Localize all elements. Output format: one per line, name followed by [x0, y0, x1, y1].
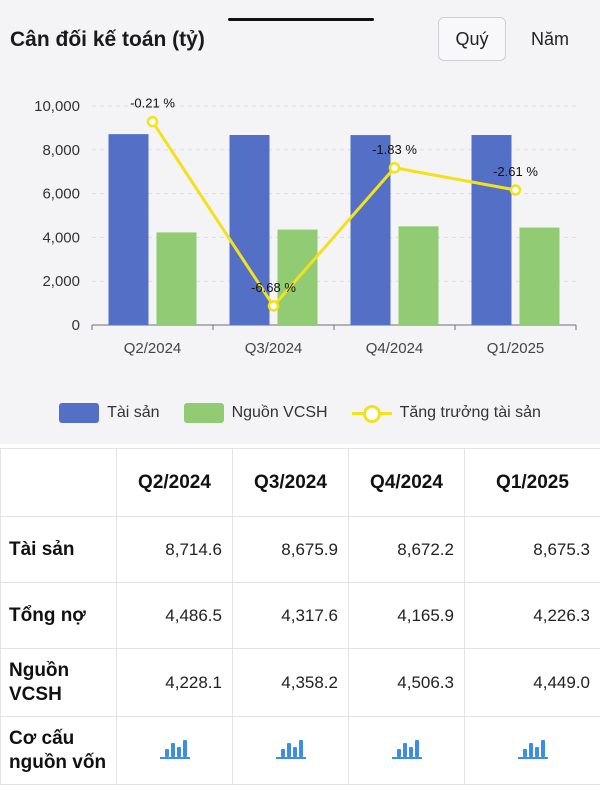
y-tick-label: 2,000: [42, 273, 80, 290]
bar-assets: [471, 135, 512, 325]
column-header: Q4/2024: [348, 448, 465, 517]
capital-structure-cell[interactable]: [232, 716, 349, 785]
table-cell: 8,714.6: [116, 516, 233, 583]
x-tick-label: Q4/2024: [366, 340, 424, 357]
capital-structure-cell[interactable]: [116, 716, 233, 785]
growth-point: [388, 162, 401, 174]
chart-svg: 0 2,000 4,000 6,000 8,000 10,000 Q2/2024 Q3/202…: [34, 96, 577, 357]
bar-assets: [108, 134, 149, 325]
bar-equity: [398, 226, 439, 325]
balance-table: Q2/2024 Q3/2024 Q4/2024 Q1/2025 Tài sản …: [0, 448, 600, 785]
growth-point: [509, 184, 522, 196]
table-row: Nguồn VCSH 4,228.1 4,358.2 4,506.3 4,449…: [0, 648, 600, 717]
capital-structure-cell[interactable]: [464, 716, 600, 785]
table-cell: 4,165.9: [348, 582, 465, 649]
balance-chart: 0 2,000 4,000 6,000 8,000 10,000 Q2/2024 Q3/202…: [0, 72, 600, 382]
bar-assets: [350, 135, 391, 325]
table-cell: 4,506.3: [348, 648, 465, 717]
table-header-row: Q2/2024 Q3/2024 Q4/2024 Q1/2025: [0, 448, 600, 517]
status-indicator: [228, 18, 374, 21]
table-cell: 4,317.6: [232, 582, 349, 649]
table-cell: 4,228.1: [116, 648, 233, 717]
table-cell: 4,449.0: [464, 648, 600, 717]
y-tick-label: 4,000: [42, 229, 80, 246]
bar-chart-icon[interactable]: [517, 737, 548, 759]
growth-data-label: -1.83 %: [372, 142, 417, 157]
tab-quarter[interactable]: Quý: [438, 17, 506, 61]
growth-data-label: -0.21 %: [130, 96, 175, 111]
row-label: Nguồn VCSH: [0, 648, 117, 717]
row-label-line: Nguồn: [9, 659, 70, 681]
growth-line: [151, 120, 516, 309]
table-cell: 8,672.2: [348, 516, 465, 583]
chart-legend: Tài sản Nguồn VCSH Tăng trưởng tài sản: [0, 382, 600, 444]
x-tick-label: Q2/2024: [124, 340, 182, 357]
legend-swatch-assets: [59, 403, 100, 423]
row-label: Tổng nợ: [0, 582, 117, 649]
table-row: Tổng nợ 4,486.5 4,317.6 4,165.9 4,226.3: [0, 582, 600, 649]
x-tick-label: Q3/2024: [245, 340, 303, 357]
growth-data-label: -6.68 %: [251, 280, 296, 295]
table-cell: 4,486.5: [116, 582, 233, 649]
y-tick-label: 0: [72, 317, 80, 334]
capital-structure-cell[interactable]: [348, 716, 465, 785]
table-cell: 4,358.2: [232, 648, 349, 717]
page-title: Cân đối kế toán (tỷ): [10, 28, 205, 51]
tab-year[interactable]: Năm: [530, 28, 569, 49]
legend-item-growth[interactable]: Tăng trưởng tài sản: [351, 403, 541, 423]
x-tick-label: Q1/2025: [487, 340, 545, 357]
table-cell: 8,675.3: [464, 516, 600, 583]
legend-label-growth: Tăng trưởng tài sản: [399, 404, 541, 421]
row-label: Cơ cấu nguồn vốn: [0, 716, 117, 785]
table-corner: [0, 448, 117, 517]
legend-label-equity: Nguồn VCSH: [231, 404, 328, 421]
bar-assets: [229, 134, 270, 325]
row-label: Tài sản: [0, 516, 117, 583]
bar-chart-icon[interactable]: [275, 737, 306, 759]
row-label-line: VCSH: [9, 683, 62, 705]
bar-equity: [156, 232, 197, 325]
column-header: Q2/2024: [116, 448, 233, 517]
legend-label-assets: Tài sản: [107, 404, 160, 421]
column-header: Q1/2025: [464, 448, 600, 517]
legend-item-assets[interactable]: Tài sản: [59, 403, 160, 423]
y-tick-label: 8,000: [42, 142, 80, 159]
header: Cân đối kế toán (tỷ) Quý Năm: [0, 0, 600, 72]
legend-swatch-equity: [183, 403, 224, 423]
growth-point: [146, 115, 159, 128]
table-cell: 8,675.9: [232, 516, 349, 583]
row-label-line: Cơ cấu: [9, 727, 75, 749]
growth-point: [267, 300, 280, 312]
legend-swatch-growth: [351, 403, 392, 423]
column-header: Q3/2024: [232, 448, 349, 517]
y-tick-label: 6,000: [42, 186, 80, 203]
bar-chart-icon[interactable]: [391, 737, 422, 759]
row-label-line: nguồn vốn: [9, 751, 107, 773]
legend-item-equity[interactable]: Nguồn VCSH: [183, 403, 328, 423]
table-row: Cơ cấu nguồn vốn: [0, 716, 600, 785]
growth-data-label: -2.61 %: [493, 164, 538, 179]
bar-chart-icon[interactable]: [159, 737, 190, 759]
table-cell: 4,226.3: [464, 582, 600, 649]
y-tick-label: 10,000: [34, 98, 80, 115]
table-row: Tài sản 8,714.6 8,675.9 8,672.2 8,675.3: [0, 516, 600, 583]
bar-equity: [519, 227, 560, 325]
